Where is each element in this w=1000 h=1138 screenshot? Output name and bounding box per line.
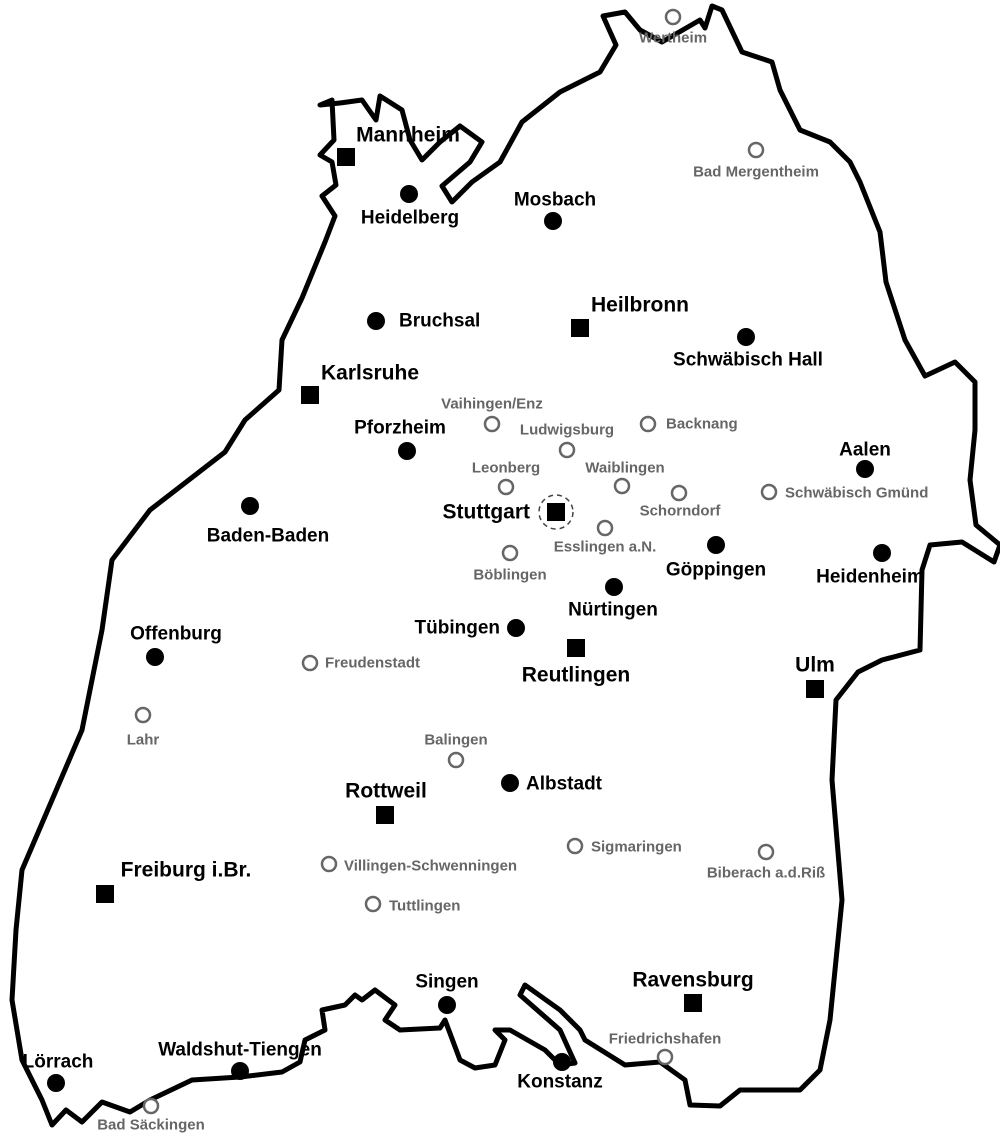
marker-singen-icon (438, 996, 456, 1014)
label-schwabisch-gmund: Schwäbisch Gmünd (785, 484, 929, 502)
label-albstadt: Albstadt (526, 773, 602, 795)
marker-offenburg-icon (146, 648, 164, 666)
marker-villingen-schwenningen-icon (320, 855, 338, 873)
label-ravensburg: Ravensburg (632, 968, 754, 992)
label-leonberg: Leonberg (471, 459, 541, 477)
marker-konstanz-icon (553, 1053, 571, 1071)
label-ulm: Ulm (795, 653, 835, 677)
label-stuttgart: Stuttgart (442, 500, 531, 524)
marker-mosbach-icon (544, 212, 562, 230)
marker-mannheim-icon (337, 148, 355, 166)
marker-lahr-icon (134, 706, 152, 724)
marker-esslingen-a-n-icon (596, 519, 614, 537)
label-villingen-schwenningen: Villingen-Schwenningen (344, 857, 518, 875)
label-pforzheim: Pforzheim (354, 417, 446, 439)
marker-friedrichshafen-icon (656, 1048, 674, 1066)
marker-heidelberg-icon (400, 185, 418, 203)
marker-tuttlingen-icon (364, 895, 382, 913)
marker-nurtingen-icon (605, 578, 623, 596)
marker-biberach-a-d-ri-icon (757, 843, 775, 861)
label-wertheim: Wertheim (638, 29, 708, 47)
marker-schwabisch-gmund-icon (760, 483, 778, 501)
marker-leonberg-icon (497, 478, 515, 496)
marker-ludwigsburg-icon (558, 441, 576, 459)
marker-bad-sackingen-icon (142, 1097, 160, 1115)
marker-schorndorf-icon (670, 484, 688, 502)
label-konstanz: Konstanz (517, 1071, 603, 1093)
state-border (9, 3, 1000, 1128)
marker-ulm-icon (806, 680, 824, 698)
marker-ravensburg-icon (684, 994, 702, 1012)
marker-baden-baden-icon (241, 497, 259, 515)
label-heidenheim: Heidenheim (816, 566, 924, 588)
label-lorrach: Lörrach (22, 1051, 94, 1073)
marker-wertheim-icon (664, 8, 682, 26)
marker-freiburg-i-br-icon (96, 885, 114, 903)
marker-freudenstadt-icon (301, 654, 319, 672)
label-bad-mergentheim: Bad Mergentheim (693, 163, 819, 181)
label-bruchsal: Bruchsal (399, 310, 481, 332)
marker-backnang-icon (639, 415, 657, 433)
marker-schwabisch-hall-icon (737, 328, 755, 346)
label-aalen: Aalen (839, 439, 891, 461)
marker-heidenheim-icon (873, 544, 891, 562)
marker-stuttgart-icon (547, 503, 565, 521)
marker-albstadt-icon (501, 774, 519, 792)
marker-vaihingen-enz-icon (483, 415, 501, 433)
label-heidelberg: Heidelberg (360, 207, 460, 229)
marker-sigmaringen-icon (566, 837, 584, 855)
label-schorndorf: Schorndorf (639, 502, 721, 520)
marker-aalen-icon (856, 460, 874, 478)
label-sigmaringen: Sigmaringen (591, 838, 682, 856)
label-tubingen: Tübingen (414, 617, 500, 639)
marker-goppingen-icon (707, 536, 725, 554)
marker-karlsruhe-icon (301, 386, 319, 404)
label-lahr: Lahr (126, 731, 160, 749)
marker-lorrach-icon (47, 1074, 65, 1092)
label-esslingen-a-n: Esslingen a.N. (553, 538, 657, 556)
label-friedrichshafen: Friedrichshafen (608, 1030, 722, 1048)
label-karlsruhe: Karlsruhe (320, 361, 420, 385)
label-biberach-a-d-ri: Biberach a.d.Riß (706, 864, 826, 882)
label-waldshut-tiengen: Waldshut-Tiengen (158, 1039, 322, 1061)
label-heilbronn: Heilbronn (591, 293, 689, 317)
marker-tubingen-icon (507, 619, 525, 637)
marker-boblingen-icon (501, 544, 519, 562)
marker-bad-mergentheim-icon (747, 141, 765, 159)
marker-rottweil-icon (376, 806, 394, 824)
label-schwabisch-hall: Schwäbisch Hall (673, 349, 823, 371)
label-backnang: Backnang (666, 415, 738, 433)
label-mannheim: Mannheim (356, 123, 460, 147)
label-rottweil: Rottweil (345, 779, 427, 803)
label-freudenstadt: Freudenstadt (325, 654, 421, 672)
city-markers (47, 8, 891, 1115)
label-ludwigsburg: Ludwigsburg (519, 421, 615, 439)
label-vaihingen-enz: Vaihingen/Enz (441, 395, 543, 413)
label-goppingen: Göppingen (665, 559, 767, 581)
marker-waldshut-tiengen-icon (231, 1062, 249, 1080)
label-baden-baden: Baden-Baden (206, 525, 330, 547)
marker-bruchsal-icon (367, 312, 385, 330)
label-balingen: Balingen (424, 731, 488, 749)
marker-balingen-icon (447, 751, 465, 769)
label-mosbach: Mosbach (513, 189, 597, 211)
marker-reutlingen-icon (567, 639, 585, 657)
label-freiburg-i-br: Freiburg i.Br. (120, 858, 252, 882)
capital-ring-icon (538, 494, 574, 530)
label-nurtingen: Nürtingen (568, 599, 658, 621)
marker-heilbronn-icon (571, 319, 589, 337)
marker-waiblingen-icon (613, 477, 631, 495)
label-boblingen: Böblingen (473, 566, 547, 584)
label-tuttlingen: Tuttlingen (389, 897, 461, 915)
label-reutlingen: Reutlingen (521, 663, 631, 687)
label-bad-sackingen: Bad Säckingen (97, 1116, 205, 1134)
label-offenburg: Offenburg (130, 623, 222, 645)
label-singen: Singen (415, 971, 479, 993)
label-waiblingen: Waiblingen (585, 459, 665, 477)
marker-pforzheim-icon (398, 442, 416, 460)
